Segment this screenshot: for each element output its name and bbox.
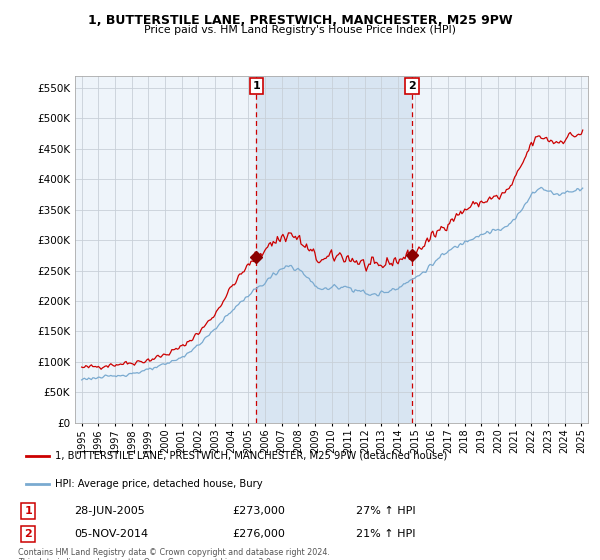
Text: 1, BUTTERSTILE LANE, PRESTWICH, MANCHESTER, M25 9PW (detached house): 1, BUTTERSTILE LANE, PRESTWICH, MANCHEST…	[55, 451, 447, 461]
Text: 2: 2	[24, 529, 32, 539]
Text: 05-NOV-2014: 05-NOV-2014	[74, 529, 149, 539]
Bar	[256, 76, 412, 423]
Text: 1, BUTTERSTILE LANE, PRESTWICH, MANCHESTER, M25 9PW: 1, BUTTERSTILE LANE, PRESTWICH, MANCHEST…	[88, 14, 512, 27]
Text: 1: 1	[253, 81, 260, 91]
Text: 27% ↑ HPI: 27% ↑ HPI	[356, 506, 416, 516]
Text: 2: 2	[408, 81, 416, 91]
Text: £273,000: £273,000	[232, 506, 285, 516]
Text: 1: 1	[24, 506, 32, 516]
Text: £276,000: £276,000	[232, 529, 285, 539]
Text: HPI: Average price, detached house, Bury: HPI: Average price, detached house, Bury	[55, 479, 262, 489]
Text: 28-JUN-2005: 28-JUN-2005	[74, 506, 145, 516]
Text: Contains HM Land Registry data © Crown copyright and database right 2024.
This d: Contains HM Land Registry data © Crown c…	[18, 548, 330, 560]
Text: 21% ↑ HPI: 21% ↑ HPI	[356, 529, 416, 539]
Text: Price paid vs. HM Land Registry's House Price Index (HPI): Price paid vs. HM Land Registry's House …	[144, 25, 456, 35]
